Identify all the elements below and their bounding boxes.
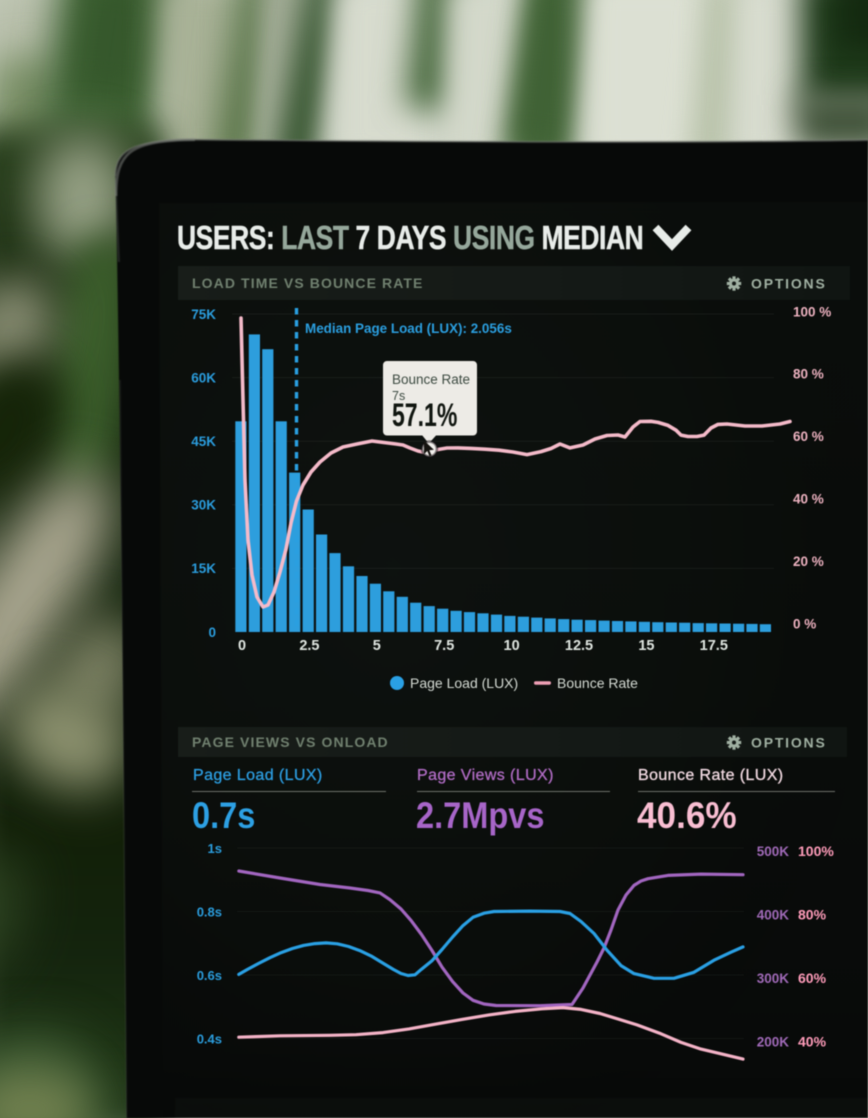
svg-text:1s: 1s: [208, 841, 222, 856]
svg-text:Page Load (LUX): Page Load (LUX): [410, 675, 518, 691]
svg-text:0 %: 0 %: [793, 616, 816, 631]
svg-text:30K: 30K: [191, 498, 216, 513]
svg-text:15K: 15K: [191, 561, 216, 576]
svg-text:15: 15: [638, 638, 654, 654]
svg-text:Bounce Rate: Bounce Rate: [392, 372, 470, 387]
svg-text:60K: 60K: [191, 370, 216, 385]
svg-text:60 %: 60 %: [793, 429, 824, 444]
svg-text:7.5: 7.5: [434, 638, 454, 654]
svg-text:57.1%: 57.1%: [392, 397, 457, 433]
svg-text:100 %: 100 %: [793, 304, 831, 319]
svg-text:0: 0: [208, 625, 216, 640]
svg-text:20 %: 20 %: [793, 554, 824, 569]
svg-text:0.4s: 0.4s: [197, 1032, 222, 1047]
svg-text:300K: 300K: [757, 971, 790, 986]
svg-text:0: 0: [238, 638, 246, 654]
svg-text:12.5: 12.5: [565, 638, 593, 654]
svg-text:10: 10: [504, 638, 520, 654]
svg-text:40 %: 40 %: [793, 492, 824, 507]
svg-text:45K: 45K: [191, 434, 216, 449]
svg-text:100%: 100%: [798, 843, 834, 859]
svg-text:75K: 75K: [191, 307, 216, 322]
svg-text:2.5: 2.5: [299, 638, 319, 654]
svg-text:Median Page Load (LUX): 2.056s: Median Page Load (LUX): 2.056s: [305, 321, 512, 336]
svg-text:400K: 400K: [757, 908, 790, 923]
svg-text:60%: 60%: [798, 970, 827, 986]
svg-text:40%: 40%: [798, 1034, 827, 1050]
svg-text:5: 5: [373, 638, 381, 654]
svg-text:7s: 7s: [392, 389, 405, 403]
svg-text:80 %: 80 %: [793, 367, 824, 382]
svg-text:200K: 200K: [757, 1035, 790, 1050]
svg-text:OPTIONS: OPTIONS: [751, 735, 827, 751]
svg-text:OPTIONS: OPTIONS: [751, 276, 827, 292]
svg-text:17.5: 17.5: [700, 638, 728, 654]
svg-text:Bounce Rate: Bounce Rate: [557, 675, 638, 691]
svg-text:80%: 80%: [798, 907, 827, 923]
svg-text:0.6s: 0.6s: [197, 968, 222, 983]
svg-text:500K: 500K: [757, 844, 790, 859]
svg-text:0.8s: 0.8s: [197, 905, 222, 920]
